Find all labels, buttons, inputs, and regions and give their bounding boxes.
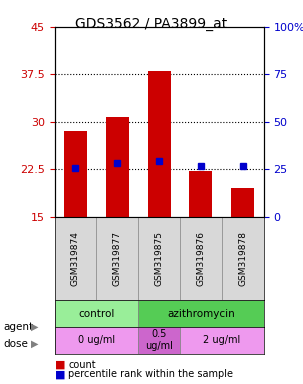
Bar	[148, 71, 171, 217]
Text: percentile rank within the sample: percentile rank within the sample	[68, 369, 233, 379]
Bar	[106, 118, 129, 217]
Text: GSM319877: GSM319877	[113, 231, 122, 286]
Text: azithromycin: azithromycin	[167, 309, 235, 319]
Bar	[64, 131, 87, 217]
Bar	[231, 188, 254, 217]
Text: GSM319878: GSM319878	[238, 231, 247, 286]
FancyBboxPatch shape	[138, 300, 264, 327]
Text: GDS3562 / PA3899_at: GDS3562 / PA3899_at	[75, 17, 228, 31]
Text: 2 ug/ml: 2 ug/ml	[203, 335, 240, 345]
Text: 0 ug/ml: 0 ug/ml	[78, 335, 115, 345]
Text: 0.5
ug/ml: 0.5 ug/ml	[145, 329, 173, 351]
FancyBboxPatch shape	[55, 327, 138, 354]
FancyBboxPatch shape	[180, 327, 264, 354]
Text: GSM319874: GSM319874	[71, 231, 80, 286]
FancyBboxPatch shape	[138, 327, 180, 354]
Text: count: count	[68, 360, 96, 370]
Text: GSM319875: GSM319875	[155, 231, 164, 286]
Text: dose: dose	[3, 339, 28, 349]
FancyBboxPatch shape	[55, 300, 138, 327]
Text: agent: agent	[3, 322, 33, 332]
Text: ■: ■	[55, 360, 65, 370]
Text: GSM319876: GSM319876	[196, 231, 205, 286]
Text: ■: ■	[55, 369, 65, 379]
Text: ▶: ▶	[31, 339, 38, 349]
Text: control: control	[78, 309, 115, 319]
Bar	[189, 170, 212, 217]
Text: ▶: ▶	[31, 322, 38, 332]
